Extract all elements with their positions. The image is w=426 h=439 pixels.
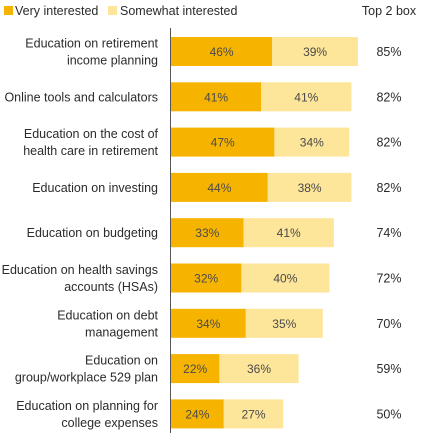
data-label: 36% xyxy=(247,362,271,376)
data-label: 35% xyxy=(272,317,296,331)
category-label: Education on health savings accounts (HSA… xyxy=(2,263,158,294)
total-label: 74% xyxy=(376,226,401,240)
bar-very-interested xyxy=(171,263,242,293)
category-label: Education on debt management xyxy=(57,308,158,339)
category-label-line: Education on budgeting xyxy=(27,226,158,240)
data-label: 41% xyxy=(277,226,301,240)
legend-label-very-interested: Very interested xyxy=(15,4,98,18)
total-label: 85% xyxy=(376,45,401,59)
total-label: 59% xyxy=(376,362,401,376)
data-label: 24% xyxy=(185,407,209,421)
total-label: 82% xyxy=(376,181,401,195)
category-label-line: management xyxy=(85,325,158,339)
category-label: Education on budgeting xyxy=(27,226,158,240)
category-label: Education on planning for college expense… xyxy=(16,399,158,430)
category-label-line: Education on planning for xyxy=(16,399,158,413)
category-label-line: income planning xyxy=(67,54,158,68)
bar-very-interested xyxy=(171,172,268,202)
data-label: 34% xyxy=(300,136,324,150)
category-label-line: Education on debt xyxy=(57,308,158,322)
total-label: 50% xyxy=(376,407,401,421)
category-label: Education on investing xyxy=(32,181,158,195)
data-label: 32% xyxy=(194,272,218,286)
bar-somewhat-interested xyxy=(223,399,284,429)
category-label-line: college expenses xyxy=(61,416,158,430)
chart-marks: Education on retirement income planning 46… xyxy=(2,37,402,430)
category-label-line: Education on xyxy=(85,354,158,368)
bar-very-interested xyxy=(171,37,273,66)
data-label: 38% xyxy=(298,181,322,195)
bar-very-interested xyxy=(171,218,244,248)
data-label: 27% xyxy=(241,407,265,421)
data-label: 34% xyxy=(196,317,220,331)
legend: Very interested Somewhat interested xyxy=(4,4,237,18)
category-label: Education on group/workplace 529 plan xyxy=(15,354,158,385)
bar-very-interested xyxy=(171,127,275,157)
bar-somewhat-interested xyxy=(245,308,323,338)
category-label-line: Education on retirement xyxy=(25,37,158,51)
category-label: Education on the cost of health care in r… xyxy=(23,127,158,158)
bar-very-interested xyxy=(171,354,220,384)
category-label: Education on retirement income planning xyxy=(25,37,158,68)
bar-very-interested xyxy=(171,82,262,112)
total-label: 82% xyxy=(376,136,401,150)
category-label: Online tools and calculators xyxy=(4,90,158,104)
data-label: 41% xyxy=(204,90,228,104)
bar-somewhat-interested xyxy=(219,354,299,384)
total-label: 72% xyxy=(376,272,401,286)
bar-somewhat-interested xyxy=(241,263,330,293)
data-label: 46% xyxy=(210,45,234,59)
category-label-line: group/workplace 529 plan xyxy=(15,371,158,385)
data-label: 39% xyxy=(303,45,327,59)
category-label-line: Education on the cost of xyxy=(24,127,159,141)
totals-column-header: Top 2 box xyxy=(362,4,417,18)
data-label: 44% xyxy=(207,181,231,195)
bar-somewhat-interested xyxy=(261,82,352,112)
bar-somewhat-interested xyxy=(267,172,352,202)
category-label-line: health care in retirement xyxy=(23,144,158,158)
data-label: 22% xyxy=(183,362,207,376)
category-label-line: Education on investing xyxy=(32,181,158,195)
legend-swatch-very-interested xyxy=(4,6,13,15)
legend-label-somewhat-interested: Somewhat interested xyxy=(120,4,237,18)
category-label-line: accounts (HSAs) xyxy=(64,280,158,294)
bar-very-interested xyxy=(171,308,246,338)
bar-very-interested xyxy=(171,399,224,429)
bar-somewhat-interested xyxy=(243,218,334,248)
data-label: 47% xyxy=(211,136,235,150)
category-label-line: Online tools and calculators xyxy=(4,90,158,104)
category-label-line: Education on health savings xyxy=(2,263,158,277)
data-label: 41% xyxy=(294,90,318,104)
total-label: 70% xyxy=(376,317,401,331)
bar-somewhat-interested xyxy=(274,127,350,157)
legend-swatch-somewhat-interested xyxy=(108,6,117,15)
data-label: 40% xyxy=(273,272,297,286)
total-label: 82% xyxy=(376,90,401,104)
data-label: 33% xyxy=(195,226,219,240)
bar-somewhat-interested xyxy=(272,37,358,66)
